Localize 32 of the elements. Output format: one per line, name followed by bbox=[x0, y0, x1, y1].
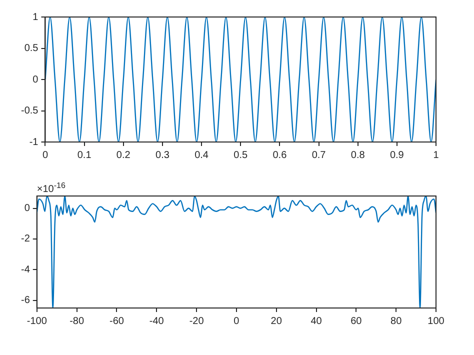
x-tick-label: 100 bbox=[428, 316, 445, 327]
x-tick-label: -40 bbox=[149, 316, 164, 327]
line-series bbox=[36, 196, 436, 308]
x-tick-label: 0.3 bbox=[156, 150, 170, 161]
x-tick-label: -80 bbox=[70, 316, 84, 327]
x-tick-label: 0.8 bbox=[350, 150, 366, 161]
x-tick-label: 20 bbox=[270, 316, 282, 327]
x-tick-label: 1 bbox=[433, 150, 440, 161]
y-tick-label: -2 bbox=[20, 234, 30, 245]
y-tick-label: -4 bbox=[20, 264, 30, 276]
y-tick-label: -0.5 bbox=[20, 106, 39, 116]
x-tick-label: 0.7 bbox=[312, 150, 326, 161]
x-tick-label: 80 bbox=[390, 316, 402, 327]
y-tick-label: 0 bbox=[24, 203, 30, 214]
x-tick-label: 0.1 bbox=[77, 150, 92, 161]
y-tick-label: -6 bbox=[20, 295, 30, 306]
y-tick-label: 1 bbox=[32, 12, 39, 23]
x-tick-label: 0 bbox=[234, 316, 240, 327]
x-tick-label: -60 bbox=[109, 316, 124, 327]
x-tick-label: 0.4 bbox=[194, 150, 209, 161]
x-tick-label: -20 bbox=[189, 316, 204, 327]
x-tick-label: 0.2 bbox=[116, 150, 131, 161]
y-tick-label: 0.5 bbox=[24, 43, 39, 54]
y-tick-label: 0 bbox=[32, 74, 39, 86]
x-tick-label: -100 bbox=[26, 316, 48, 327]
y-tick-label: -1 bbox=[29, 136, 39, 148]
x-tick-label: 0.5 bbox=[234, 150, 248, 161]
x-tick-label: 0 bbox=[42, 150, 48, 161]
x-tick-label: 0.9 bbox=[390, 150, 404, 161]
x-tick-label: 0.6 bbox=[272, 150, 288, 161]
x-tick-label: 40 bbox=[310, 316, 322, 327]
x-tick-label: 60 bbox=[350, 316, 362, 327]
